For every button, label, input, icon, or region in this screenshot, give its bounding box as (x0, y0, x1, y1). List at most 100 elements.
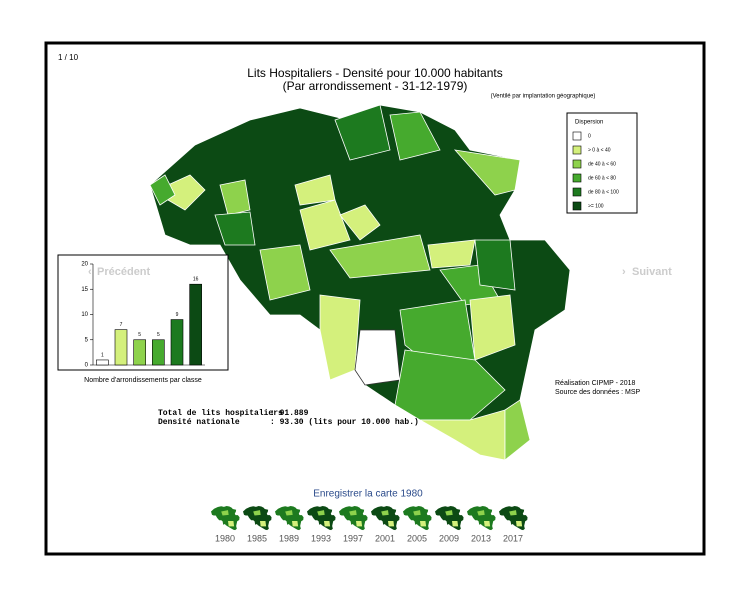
bar (152, 339, 165, 366)
year-label[interactable]: 1997 (343, 533, 363, 543)
stat-value: : 91.889 (270, 409, 309, 418)
thumbnail-detail[interactable] (388, 520, 395, 527)
year-thumbnail[interactable] (499, 506, 528, 531)
region (469, 294, 516, 361)
thumbnail-detail[interactable] (292, 520, 299, 527)
year-label[interactable]: 2009 (439, 533, 459, 543)
note: (Ventilé par implantation géographique) (491, 94, 596, 100)
nav-previous-icon[interactable]: ‹ (88, 266, 92, 278)
bar-value-label: 16 (193, 277, 199, 283)
region (354, 329, 401, 386)
year-label[interactable]: 1980 (215, 533, 235, 543)
nav-next-icon[interactable]: › (622, 266, 626, 278)
year-label[interactable]: 2013 (471, 533, 491, 543)
region (149, 174, 176, 206)
region (214, 211, 256, 246)
year-label[interactable]: 2001 (375, 533, 395, 543)
thumbnail-detail[interactable] (285, 510, 293, 516)
bar-value-label: 7 (120, 322, 123, 328)
y-tick-label: 15 (81, 287, 88, 293)
thumbnail-detail[interactable] (349, 510, 357, 516)
credit: Réalisation CIPMP - 2018 (555, 380, 636, 387)
year-thumbnail[interactable] (371, 506, 400, 531)
legend-label: de 60 à < 80 (588, 175, 616, 181)
year-label[interactable]: 1989 (279, 533, 299, 543)
region (299, 199, 351, 251)
bar (114, 329, 128, 366)
region (219, 179, 251, 216)
stat-value: : 93.30 (lits pour 10.000 hab.) (270, 418, 419, 427)
year-thumbnail[interactable] (339, 506, 368, 531)
year-thumbnail[interactable] (211, 506, 240, 531)
bar-value-label: 9 (176, 312, 179, 318)
year-thumbnail[interactable] (467, 506, 496, 531)
region (389, 111, 441, 161)
thumbnail-detail[interactable] (509, 510, 517, 516)
thumbnail-detail[interactable] (356, 520, 363, 527)
thumbnail-detail[interactable] (221, 510, 229, 516)
year-thumbnail[interactable] (307, 506, 336, 531)
stat-label: Total de lits hospitaliers (158, 409, 283, 418)
thumbnail-detail[interactable] (420, 520, 427, 527)
legend-title: Dispersion (575, 120, 603, 126)
bar-value-label: 5 (157, 332, 160, 338)
nav-previous[interactable]: Précédent (97, 266, 151, 278)
page-counter: 1 / 10 (58, 53, 79, 62)
bar (189, 283, 202, 366)
legend-swatch (572, 131, 582, 141)
inset-chart: 0 5 10 15 20 1 7 5 5 9 16 (81, 262, 205, 369)
region (319, 294, 361, 381)
bar-value-label: 5 (138, 332, 141, 338)
thumbnail-detail[interactable] (381, 510, 389, 516)
year-label[interactable]: 2017 (503, 533, 523, 543)
legend-label: > 0 à < 40 (588, 147, 611, 153)
thumbnail-detail[interactable] (484, 520, 491, 527)
nav-next[interactable]: Suivant (632, 266, 672, 278)
subtitle: (Par arrondissement - 31-12-1979) (283, 79, 468, 93)
map (149, 104, 571, 461)
year-thumbnail[interactable] (275, 506, 304, 531)
thumbnail-detail[interactable] (324, 520, 331, 527)
bar (96, 359, 109, 366)
region (334, 104, 391, 161)
legend-swatch (572, 173, 582, 183)
thumbnail-detail[interactable] (477, 510, 485, 516)
region (339, 204, 381, 241)
x-axis-label: Nombre d'arrondissements par classe (84, 377, 202, 384)
region (329, 234, 431, 279)
region (474, 239, 516, 291)
legend-swatch (572, 187, 582, 197)
thumbnail-detail[interactable] (260, 520, 267, 527)
year-label[interactable]: 2005 (407, 533, 427, 543)
legend-label: >= 100 (588, 203, 604, 209)
year-thumbnail[interactable] (243, 506, 272, 531)
year-thumbnail[interactable] (403, 506, 432, 531)
thumbnail-detail[interactable] (445, 510, 453, 516)
legend-swatch (572, 201, 582, 211)
thumbnail-detail[interactable] (452, 520, 459, 527)
bar (170, 319, 184, 366)
title: Lits Hospitaliers - Densité pour 10.000 … (247, 66, 502, 80)
thumbnail-detail[interactable] (253, 510, 261, 516)
legend-label: de 40 à < 60 (588, 161, 616, 167)
y-tick-label: 20 (81, 262, 88, 268)
stat-label: Densité nationale (158, 418, 240, 427)
region (259, 244, 311, 301)
y-tick-label: 10 (81, 312, 88, 318)
year-selector: 1980 1985 1989 1993 1997 2001 2005 2009 2013 2017 (211, 506, 528, 543)
thumbnail-detail[interactable] (317, 510, 325, 516)
legend-swatch (572, 145, 582, 155)
legend-label: de 80 à < 100 (588, 189, 619, 195)
bar (133, 339, 146, 366)
credit: Source des données : MSP (555, 389, 641, 396)
year-label[interactable]: 1993 (311, 533, 331, 543)
year-thumbnail[interactable] (435, 506, 464, 531)
legend-swatch (572, 159, 582, 169)
year-label[interactable]: 1985 (247, 533, 267, 543)
region (453, 149, 521, 196)
save-link[interactable]: Enregistrer la carte 1980 (313, 489, 423, 500)
thumbnail-detail[interactable] (228, 520, 235, 527)
thumbnail-detail[interactable] (516, 520, 523, 527)
thumbnail-detail[interactable] (413, 510, 421, 516)
